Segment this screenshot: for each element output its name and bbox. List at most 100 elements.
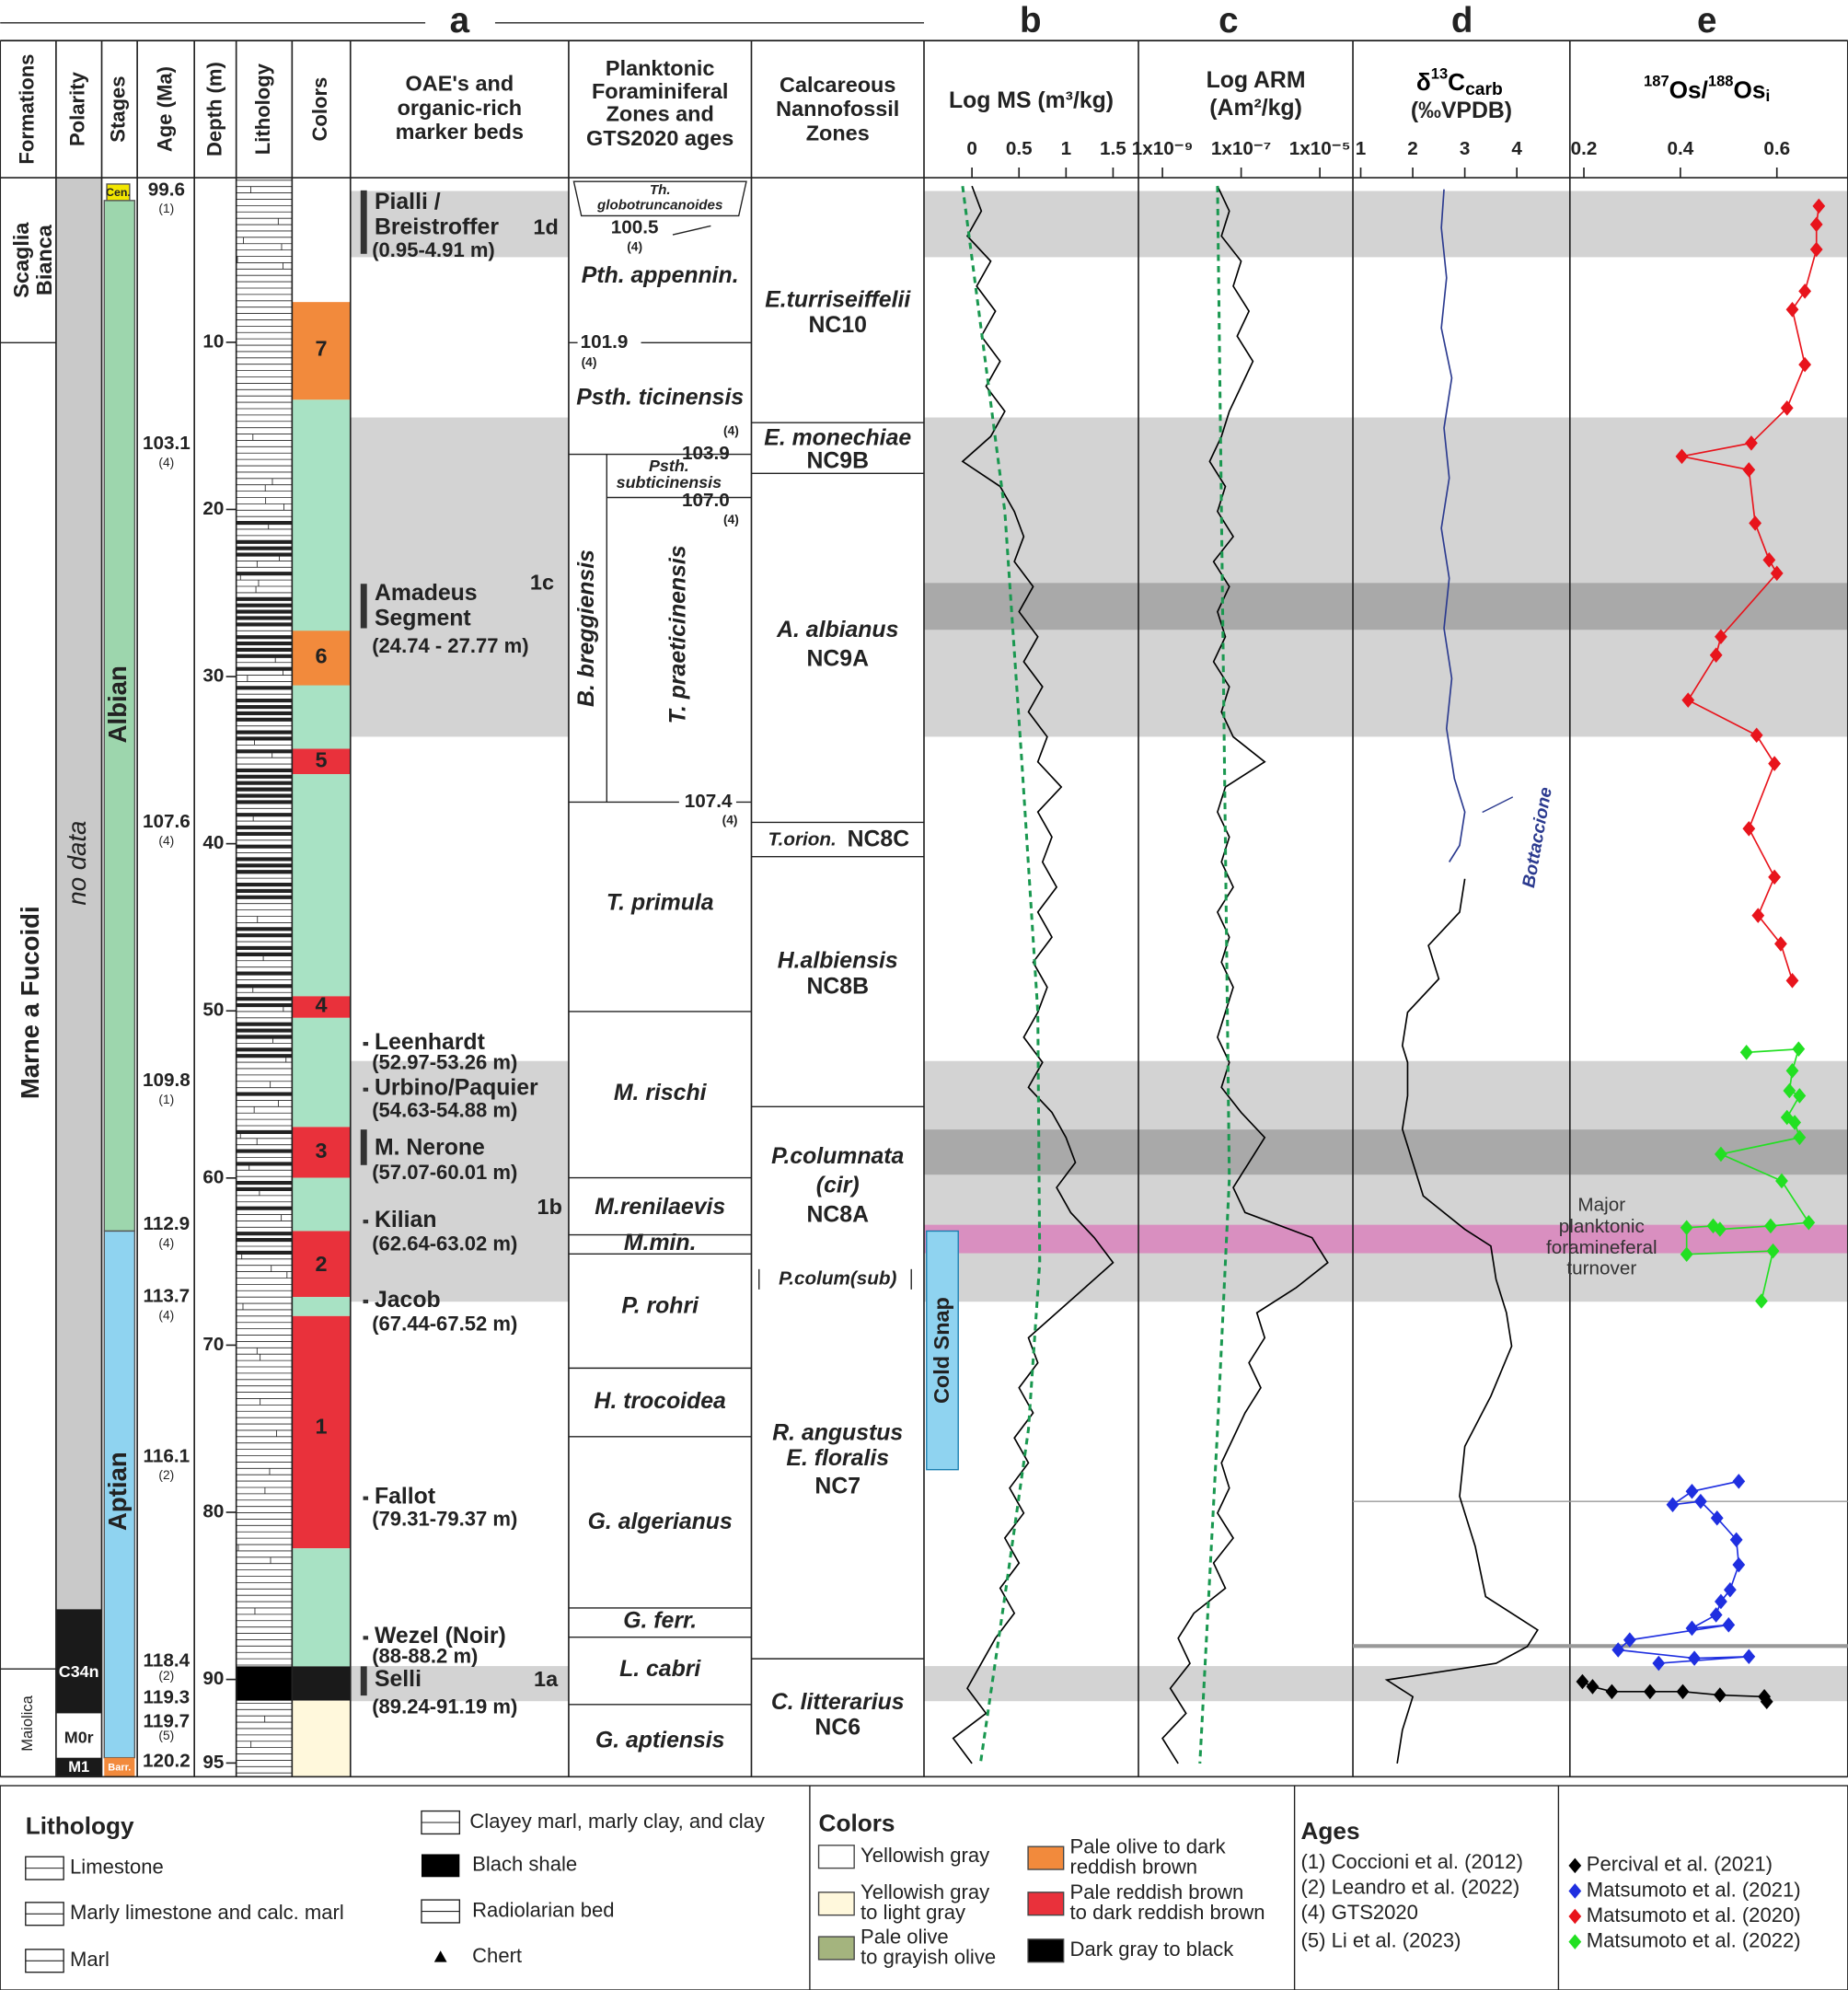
foram-zone: T. primula [606,890,714,915]
os-point [1783,1082,1796,1099]
os-point [1685,1620,1699,1637]
color-bed [292,1297,351,1316]
background-layer [55,173,1848,1777]
os-point [1742,462,1756,478]
legend-item: Matsumoto et al. (2020) [1587,1903,1801,1926]
os-point [1785,973,1799,989]
os-point [1666,1497,1680,1513]
foram-age-ref: (4) [722,814,738,827]
annotation: turnover [1566,1257,1636,1278]
title-part: 188 [1708,73,1734,90]
column-header: Calcareous [780,73,895,97]
legend-item: (2) Leandro et al. (2022) [1301,1876,1520,1899]
os-point [1742,821,1756,837]
color-bed-label: 1 [316,1414,328,1438]
data-line [1616,1480,1750,1664]
oae-range: (67.44-67.52 m) [372,1312,517,1335]
color-bed-label: 7 [316,337,328,361]
color-bed [292,1177,351,1232]
legend-frame [0,1785,1848,1990]
legend-item: (1) Coccioni et al. (2012) [1301,1850,1523,1873]
os-point [1688,1650,1701,1666]
legend-item: to dark reddish brown [1070,1901,1265,1924]
x-tick-label: 0.2 [1571,138,1598,159]
panel-letter: c [1219,1,1238,40]
age-ref: (4) [158,1308,174,1322]
os-point [1722,1617,1736,1633]
polarity: M1 [68,1758,89,1776]
column-header: Lithology [251,63,274,155]
foram-zone: H. trocoidea [595,1389,727,1414]
oae-name: Urbino/Paquier [375,1076,538,1101]
stage: Aptian [103,1452,132,1531]
title-part: i [1765,87,1770,105]
foram-zone: Th. [650,182,671,198]
os-point [1760,1694,1773,1710]
oae-event: 1c [530,570,554,594]
nanno-zone: (cir) [816,1174,860,1198]
age-ref: (4) [158,1236,174,1250]
age: 113.7 [144,1286,191,1307]
color-bed [292,1548,351,1667]
os-point [1706,1218,1720,1234]
legend-item: (4) GTS2020 [1301,1901,1418,1924]
panel-letter: e [1697,1,1716,40]
age-ref: (2) [158,1669,174,1683]
legend-item: Pale olive [860,1925,949,1948]
x-tick-label: 0.6 [1763,138,1790,159]
stage: Cen. [106,186,131,199]
legend-item: Yellowish gray [860,1880,989,1903]
foram-age-ref: (4) [627,240,642,254]
panel-letter: d [1451,1,1473,40]
panel-title: (Am²/kg) [1209,96,1302,121]
formation: Marne a Fucoidi [16,906,44,1099]
foram-zone: Psth. [649,457,689,475]
stage-cen [106,183,131,202]
event-band [350,1060,569,1302]
os-point [1745,435,1758,451]
age: 119.7 [144,1711,191,1732]
column-header: Formations [15,54,38,165]
column-header: Nannofossil [776,97,899,121]
color-bed [292,748,351,775]
os-point [1680,1220,1693,1235]
nanno-zone: NC8A [806,1202,869,1227]
os-point [1732,1556,1746,1573]
trend-line [961,185,1042,1764]
oae-tick [363,1299,369,1304]
formation: Scaglia [9,222,33,298]
foram-zone: Pth. appennin. [582,263,739,288]
nanno-zone: NC9B [806,448,869,473]
event-band [924,1060,1848,1302]
foram-zone: B. breggiensis [574,550,599,707]
foram-zone: T. praeticinensis [665,545,690,723]
oae-range: (54.63-54.88 m) [372,1099,517,1122]
nanno-zone: E. floralis [786,1446,889,1471]
legend-item: Limestone [70,1855,164,1878]
stage-albian [103,200,136,1232]
nanno-zone: NC8C [848,827,910,851]
oae-name: Selli [375,1667,422,1692]
annotation: Cold Snap [930,1297,953,1404]
os-point [1766,1243,1780,1259]
event-band [924,417,1848,737]
depth-label: 30 [202,665,224,687]
color-bed [292,1127,351,1178]
oae-name: Amadeus [375,581,478,606]
legend-swatch [1027,1892,1065,1916]
nanno-zone: NC9A [806,647,869,672]
annotation: planktonic [1559,1216,1645,1237]
os-point [1693,1493,1707,1510]
event-band [350,191,569,258]
polarity-nodata [55,178,102,1610]
oae-name: M. Nerone [375,1135,485,1160]
nanno-zone: P.columnata [771,1144,904,1169]
os-point [1751,908,1765,923]
x-tick-label: 0.4 [1667,138,1693,159]
age: 112.9 [144,1213,191,1234]
os-point [1710,1510,1724,1526]
event-band [924,191,1848,258]
column-header: GTS2020 ages [586,126,733,150]
